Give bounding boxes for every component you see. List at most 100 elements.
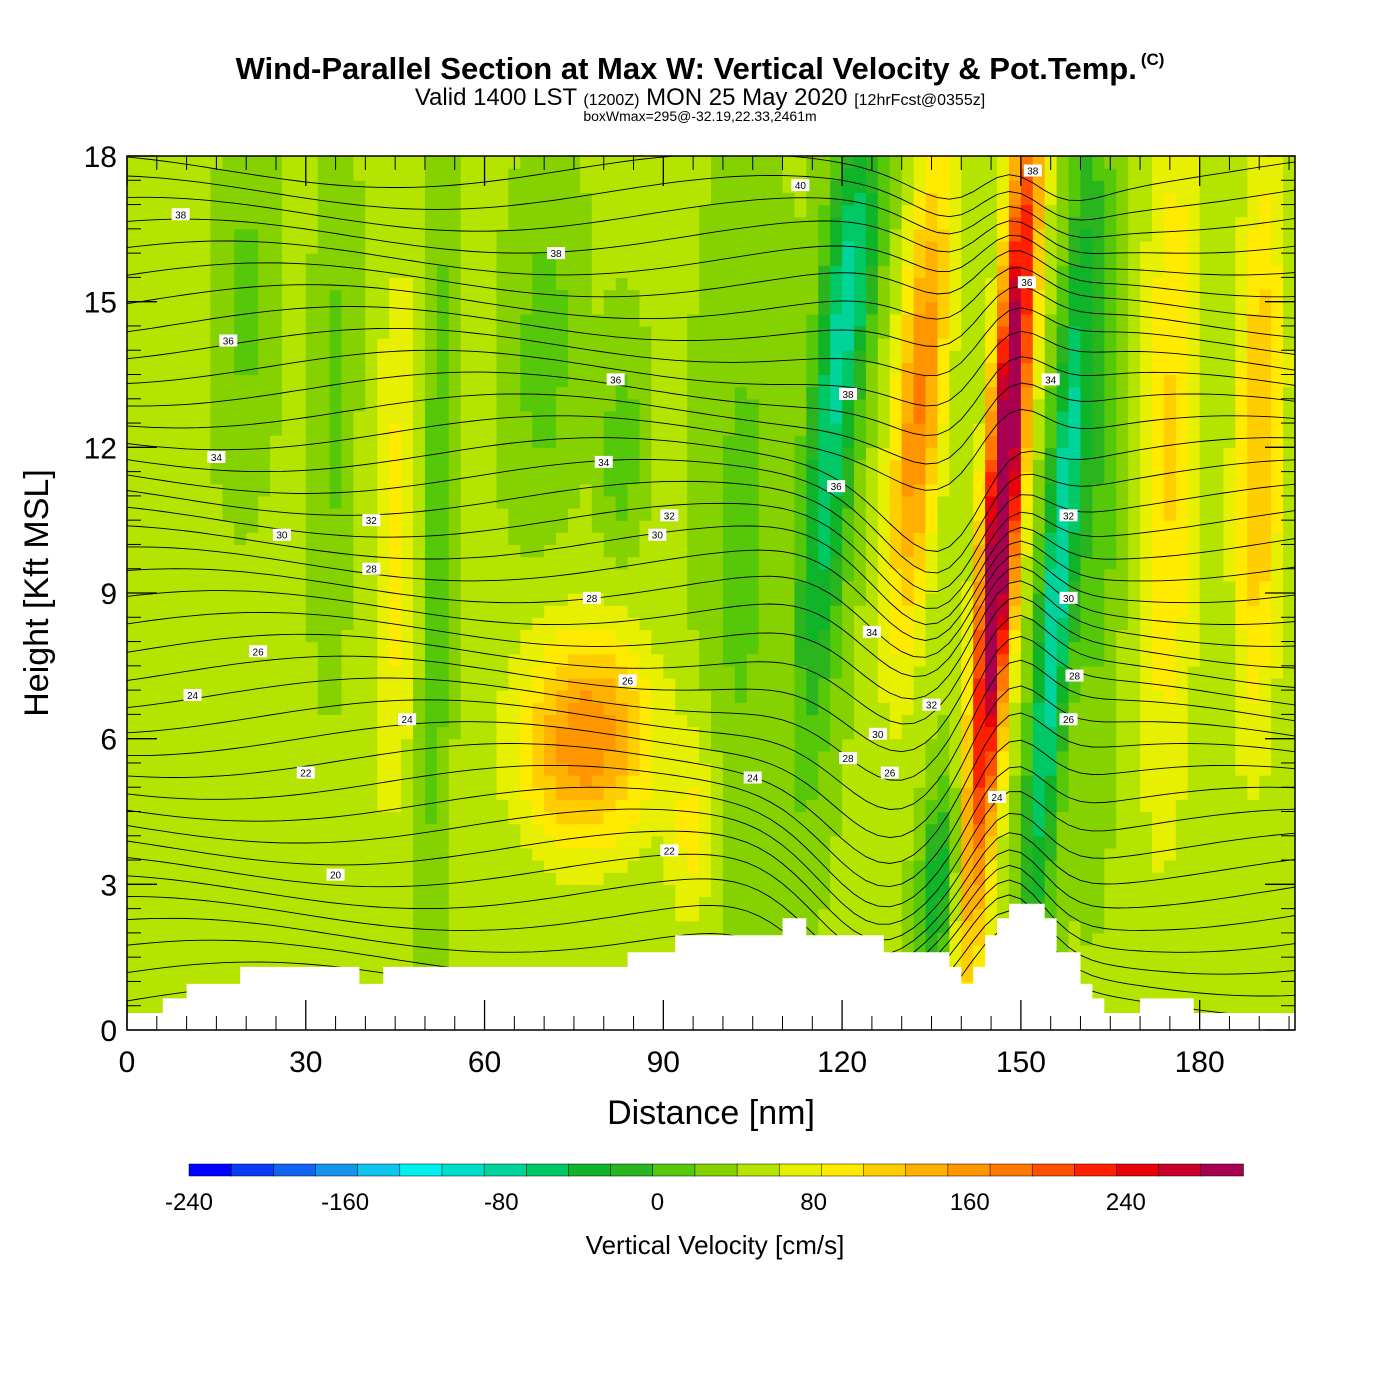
velocity-cell <box>329 435 343 448</box>
velocity-cell <box>889 653 903 667</box>
velocity-cell <box>186 398 200 412</box>
velocity-cell <box>401 253 414 266</box>
velocity-cell <box>854 799 867 813</box>
velocity-cell <box>663 641 676 655</box>
velocity-cell <box>127 301 140 315</box>
velocity-cell <box>198 277 212 291</box>
velocity-cell <box>234 617 247 631</box>
velocity-cell <box>782 908 796 922</box>
velocity-cell <box>913 568 927 582</box>
velocity-cell <box>460 872 474 885</box>
velocity-cell <box>520 483 533 497</box>
velocity-cell <box>663 216 676 230</box>
velocity-cell <box>806 896 819 910</box>
velocity-cell <box>699 520 712 533</box>
velocity-cell <box>854 204 867 218</box>
velocity-cell <box>544 823 557 837</box>
velocity-cell <box>818 872 831 885</box>
velocity-cell <box>818 750 831 764</box>
velocity-cell <box>222 410 235 424</box>
velocity-cell <box>830 447 843 461</box>
velocity-cell <box>913 423 927 436</box>
velocity-cell <box>496 762 509 776</box>
velocity-cell <box>317 750 331 764</box>
velocity-cell <box>210 386 223 400</box>
velocity-cell <box>186 762 200 776</box>
velocity-cell <box>401 325 414 339</box>
velocity-cell <box>246 435 259 448</box>
velocity-cell <box>901 920 915 934</box>
velocity-cell <box>818 605 831 618</box>
velocity-cell <box>830 228 843 242</box>
velocity-cell <box>663 459 676 473</box>
velocity-cell <box>567 435 581 448</box>
velocity-cell <box>413 495 426 509</box>
velocity-cell <box>830 168 843 181</box>
velocity-cell <box>830 823 843 837</box>
velocity-cell <box>234 301 247 315</box>
velocity-cell <box>424 508 438 521</box>
velocity-cell <box>353 240 366 254</box>
velocity-cell <box>377 677 390 691</box>
velocity-cell <box>782 726 796 740</box>
velocity-cell <box>162 969 176 983</box>
velocity-cell <box>758 386 772 400</box>
velocity-cell <box>436 362 450 376</box>
velocity-cell <box>687 556 700 570</box>
velocity-cell <box>389 580 402 594</box>
velocity-cell <box>675 471 688 485</box>
velocity-cell <box>579 920 593 934</box>
velocity-cell <box>675 156 688 169</box>
velocity-cell <box>818 568 831 582</box>
velocity-cell <box>174 483 188 497</box>
velocity-cell <box>782 750 796 764</box>
velocity-cell <box>877 714 891 728</box>
velocity-cell <box>877 690 891 703</box>
velocity-cell <box>627 374 641 388</box>
velocity-cell <box>699 192 712 206</box>
velocity-cell <box>198 653 212 667</box>
velocity-cell <box>651 653 664 667</box>
velocity-cell <box>663 605 676 618</box>
velocity-cell <box>782 823 796 837</box>
velocity-cell <box>925 823 939 837</box>
velocity-cell <box>711 192 724 206</box>
velocity-cell <box>413 945 426 958</box>
velocity-cell <box>818 787 831 800</box>
velocity-cell <box>127 423 140 436</box>
velocity-cell <box>865 702 879 715</box>
velocity-cell <box>329 520 343 533</box>
velocity-cell <box>794 847 807 861</box>
velocity-cell <box>711 714 724 728</box>
velocity-cell <box>210 374 223 388</box>
velocity-cell <box>758 277 772 291</box>
velocity-cell <box>842 738 855 752</box>
velocity-cell <box>448 313 462 327</box>
velocity-cell <box>138 884 152 898</box>
velocity-cell <box>341 386 355 400</box>
velocity-cell <box>556 362 569 376</box>
velocity-cell <box>436 653 450 667</box>
velocity-cell <box>305 580 319 594</box>
velocity-cell <box>603 508 617 521</box>
velocity-cell <box>424 957 438 970</box>
velocity-cell <box>198 532 212 546</box>
velocity-cell <box>413 423 426 436</box>
velocity-cell <box>567 301 581 315</box>
velocity-cell <box>305 289 319 303</box>
velocity-cell <box>532 435 545 448</box>
velocity-cell <box>627 240 641 254</box>
velocity-cell <box>281 775 295 788</box>
velocity-cell <box>138 726 152 740</box>
velocity-cell <box>591 240 605 254</box>
velocity-cell <box>424 423 438 436</box>
velocity-cell <box>746 447 760 461</box>
velocity-cell <box>603 568 617 582</box>
velocity-cell <box>854 702 867 715</box>
velocity-cell <box>746 726 760 740</box>
velocity-cell <box>246 374 259 388</box>
velocity-cell <box>413 410 426 424</box>
velocity-cell <box>222 629 235 643</box>
velocity-cell <box>746 253 760 266</box>
velocity-cell <box>341 216 355 230</box>
